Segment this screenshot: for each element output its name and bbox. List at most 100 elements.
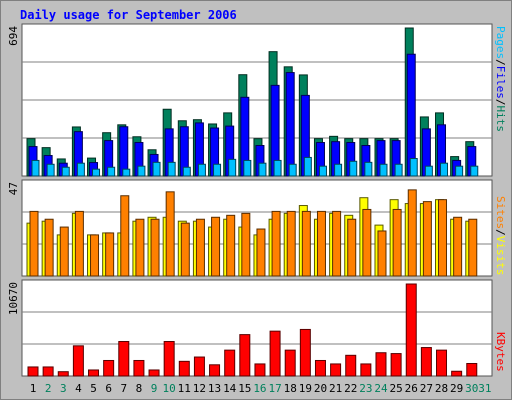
bar-pages-day-23 [364,161,373,177]
x-tick-label: 28 [435,382,448,395]
bar-pages-day-28 [440,162,449,177]
x-tick-label: 27 [420,382,433,395]
legend-middle-text: Sites/Visits [494,196,507,276]
bar-pages-day-29 [455,165,464,177]
x-tick-label: 25 [389,382,402,395]
bar-pages-day-20 [318,165,327,177]
bar-kbytes-day-8 [133,359,145,377]
bar-kbytes-day-5 [88,369,100,377]
bar-pages-day-27 [424,165,433,177]
bar-sites-day-24 [377,230,387,277]
bar-kbytes-day-12 [193,356,205,377]
x-tick-label: 29 [450,382,463,395]
panel-bottom-ymax-label: 10670 [7,282,20,315]
bar-kbytes-day-29 [451,370,463,377]
bar-pages-day-14 [228,158,237,177]
chart-title: Daily usage for September 2006 [20,8,237,22]
bar-pages-day-15 [243,159,252,177]
bar-sites-day-16 [256,228,266,277]
bar-files-day-26 [406,53,416,177]
bar-pages-day-13 [213,163,222,177]
bar-kbytes-day-21 [330,363,342,377]
bar-kbytes-day-4 [72,345,84,377]
legend-sites: Sites [494,196,507,229]
bar-kbytes-day-17 [269,330,281,377]
bar-pages-day-8 [137,165,146,177]
legend-sep-2: / [494,99,507,106]
legend-visits: Visits [494,236,507,276]
x-tick-label: 15 [238,382,251,395]
bar-sites-day-4 [74,210,84,277]
bar-sites-day-12 [195,218,205,277]
bar-pages-day-2 [46,163,55,177]
bar-kbytes-day-22 [345,354,357,377]
bar-pages-day-19 [303,156,312,177]
legend-top: Pages/Files/Hits [494,26,507,132]
x-tick-label: 13 [208,382,221,395]
bar-kbytes-day-18 [284,349,296,377]
bar-sites-day-11 [180,222,190,277]
x-tick-label: 24 [374,382,388,395]
bar-pages-day-6 [107,166,116,177]
legend-bottom: KBytes [494,332,507,372]
bar-kbytes-day-6 [103,359,115,377]
x-tick-label: 4 [75,382,82,395]
x-tick-label: 30 [465,382,478,395]
bar-sites-day-8 [135,218,145,277]
panel-top-ymax-label: 694 [7,26,20,46]
bar-pages-day-4 [76,162,85,177]
bar-kbytes-day-7 [118,341,130,377]
bar-sites-day-28 [438,199,448,277]
x-tick-label: 22 [344,382,357,395]
x-tick-label: 20 [314,382,327,395]
legend-sep-3: / [494,229,507,236]
panel-middle-bars [26,189,478,277]
bar-sites-day-15 [241,212,251,277]
bar-pages-day-18 [288,163,297,177]
bar-sites-day-14 [226,214,236,277]
x-tick-label: 26 [405,382,418,395]
bar-pages-day-30 [470,165,479,177]
bar-kbytes-day-23 [360,363,372,377]
legend-kbytes: KBytes [494,332,507,372]
bar-pages-day-17 [273,159,282,177]
x-tick-label: 16 [253,382,266,395]
bar-kbytes-day-16 [254,363,266,377]
legend-middle: Sites/Visits [494,196,507,276]
bar-sites-day-21 [332,210,342,277]
x-tick-label: 14 [223,382,237,395]
bar-pages-day-3 [61,166,70,177]
bar-sites-day-10 [165,191,175,277]
x-tick-label: 5 [90,382,97,395]
bar-pages-day-16 [258,162,267,177]
panel-top: 694 Pages/Files/Hits [7,23,507,177]
bar-files-day-18 [285,72,295,177]
bar-pages-day-21 [334,163,343,177]
x-tick-label: 6 [105,382,112,395]
panel-middle-ymax-label: 47 [7,182,20,195]
bar-pages-day-24 [379,163,388,177]
bar-kbytes-day-20 [314,359,326,377]
legend-files: Files [494,66,507,99]
x-axis-labels: 1 2 3 4 5 6 7 8 9 10 11 12 13 14 15 16 17 18 19 20 21 22 23 24 2… [30,382,492,395]
x-tick-label: 17 [268,382,281,395]
bar-pages-day-26 [409,158,418,177]
panel-middle: 47 Sites/Visits [7,179,507,277]
x-tick-label: 8 [136,382,143,395]
bar-kbytes-day-19 [299,328,311,377]
bar-sites-day-5 [90,234,100,277]
bar-kbytes-day-26 [405,283,417,377]
x-tick-label: 9 [151,382,158,395]
x-tick-label: 2 [45,382,52,395]
bar-pages-day-7 [122,168,131,177]
x-tick-label: 31 [478,382,491,395]
panel-bottom-bars [27,283,478,377]
bar-kbytes-day-27 [420,347,432,377]
bar-sites-day-6 [105,232,115,277]
x-tick-label: 19 [299,382,312,395]
bar-pages-day-25 [394,163,403,177]
bar-sites-day-13 [211,216,221,277]
bar-kbytes-day-1 [27,366,39,377]
bar-sites-day-26 [407,189,417,277]
bar-sites-day-17 [271,210,281,277]
